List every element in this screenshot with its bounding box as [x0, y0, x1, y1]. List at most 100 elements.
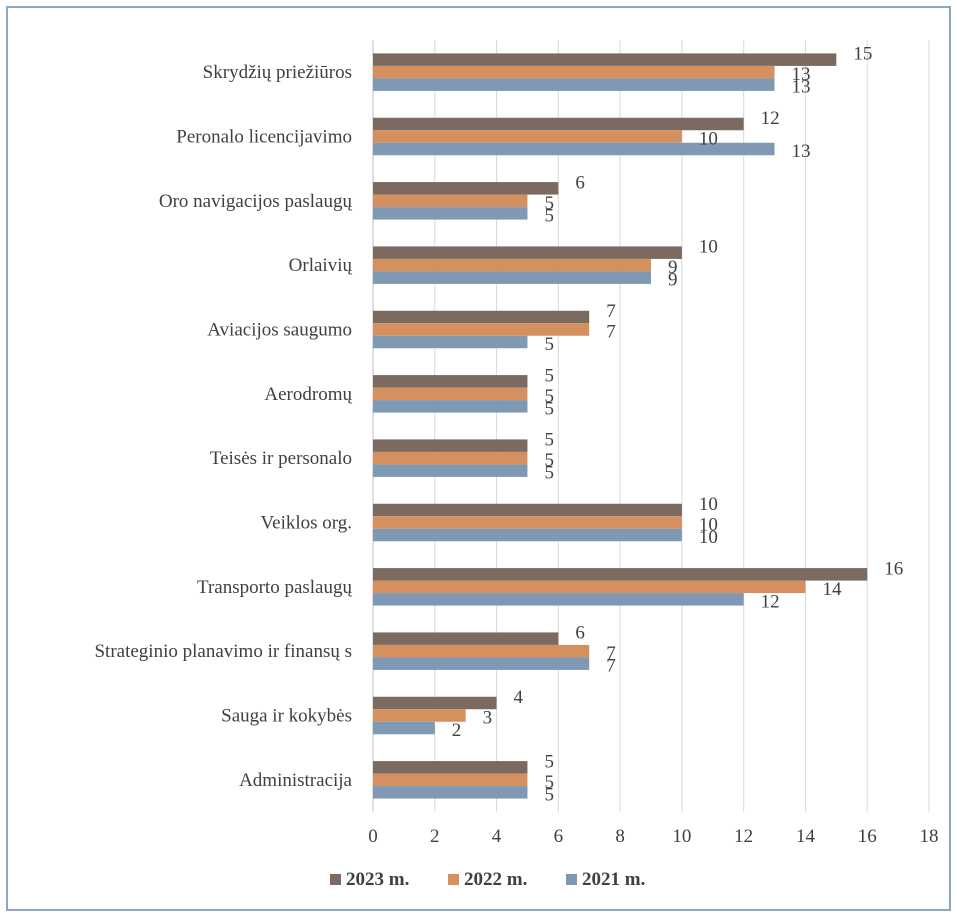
category-label: Teisės ir personalo [210, 448, 352, 469]
bar [373, 53, 837, 66]
data-label: 10 [699, 237, 718, 258]
bar [373, 335, 528, 349]
x-tick-label: 2 [430, 826, 440, 847]
category-label: Sauga ir kokybės [221, 706, 352, 727]
data-label: 5 [544, 386, 554, 407]
data-label: 5 [544, 365, 554, 386]
data-label: 10 [699, 515, 718, 536]
category-label: Oro navigacijos paslaugų [159, 191, 353, 212]
category-label: Skrydžių priežiūros [203, 62, 352, 83]
bar [373, 207, 528, 220]
bar [373, 310, 590, 324]
x-tick-label: 0 [368, 826, 378, 847]
x-tick-label: 16 [858, 826, 877, 847]
bar [373, 632, 559, 645]
data-label: 5 [544, 751, 554, 772]
bar [373, 117, 744, 131]
bar [373, 246, 682, 259]
bar [373, 528, 682, 542]
bar [373, 130, 682, 143]
bar [373, 516, 682, 529]
x-tick-label: 12 [734, 826, 753, 847]
data-label: 12 [761, 108, 780, 129]
data-label: 10 [699, 129, 718, 150]
category-label: Peronalo licencijavimo [176, 127, 352, 148]
data-label: 5 [544, 334, 554, 355]
bar [373, 451, 528, 465]
category-label: Transporto paslaugų [197, 577, 352, 598]
bar [373, 78, 775, 91]
data-label: 9 [668, 270, 678, 291]
data-label: 16 [884, 558, 903, 579]
bar [373, 323, 590, 336]
x-tick-label: 18 [920, 826, 939, 847]
data-label: 2 [452, 720, 462, 741]
data-label: 5 [544, 463, 554, 484]
bar [373, 194, 528, 208]
bar [373, 773, 528, 787]
data-label: 7 [606, 656, 616, 677]
data-label: 5 [544, 193, 554, 214]
data-label: 10 [699, 494, 718, 515]
x-tick-label: 10 [672, 826, 691, 847]
bar [373, 721, 435, 735]
gridlines [372, 40, 930, 812]
legend-entry: 2021 m. [582, 869, 645, 890]
data-label: 12 [761, 591, 780, 612]
category-label: Veiklos org. [261, 513, 352, 534]
bar [373, 65, 775, 79]
bar [373, 439, 528, 452]
bar [373, 696, 497, 710]
data-label: 14 [822, 579, 842, 600]
category-label: Administracija [239, 770, 352, 791]
bar [373, 258, 651, 272]
bar [373, 182, 559, 195]
x-tick-label: 4 [492, 826, 502, 847]
category-label: Aerodromų [264, 384, 352, 405]
bar [373, 387, 528, 401]
bar [373, 657, 590, 670]
data-label: 15 [853, 44, 872, 65]
data-label: 13 [792, 77, 811, 98]
legend-entry: 2022 m. [464, 869, 527, 890]
bar [373, 464, 528, 477]
legend: 2023 m. 2022 m. 2021 m. [330, 869, 645, 890]
data-label: 7 [606, 643, 616, 664]
data-label: 5 [544, 450, 554, 471]
data-label: 7 [606, 301, 616, 322]
category-label: Orlaivių [289, 255, 353, 276]
legend-swatch [330, 874, 341, 885]
data-label: 6 [575, 623, 585, 644]
bars [373, 53, 868, 799]
bar [373, 142, 775, 156]
data-label: 7 [606, 322, 616, 343]
x-tick-label: 8 [615, 826, 625, 847]
data-label: 13 [792, 141, 811, 162]
bar [373, 271, 651, 284]
data-label: 5 [544, 784, 554, 805]
legend-entry: 2023 m. [346, 869, 409, 890]
data-label: 5 [544, 398, 554, 419]
bar [373, 580, 806, 594]
category-label: Strateginio planavimo ir finansų s [94, 641, 352, 662]
data-label: 5 [544, 430, 554, 451]
bar [373, 503, 682, 517]
x-tick-label: 6 [554, 826, 564, 847]
data-label: 9 [668, 257, 678, 278]
bar [373, 786, 528, 799]
x-tick-label: 14 [796, 826, 816, 847]
bar [373, 568, 868, 581]
data-label: 5 [544, 772, 554, 793]
bar [373, 761, 528, 774]
data-label: 4 [514, 687, 524, 708]
data-label: 10 [699, 527, 718, 548]
data-label: 13 [792, 64, 811, 85]
legend-swatch [566, 874, 577, 885]
bar [373, 593, 744, 606]
bar [373, 644, 590, 658]
data-label: 3 [483, 708, 493, 729]
legend-swatch [448, 874, 459, 885]
bar [373, 375, 528, 388]
